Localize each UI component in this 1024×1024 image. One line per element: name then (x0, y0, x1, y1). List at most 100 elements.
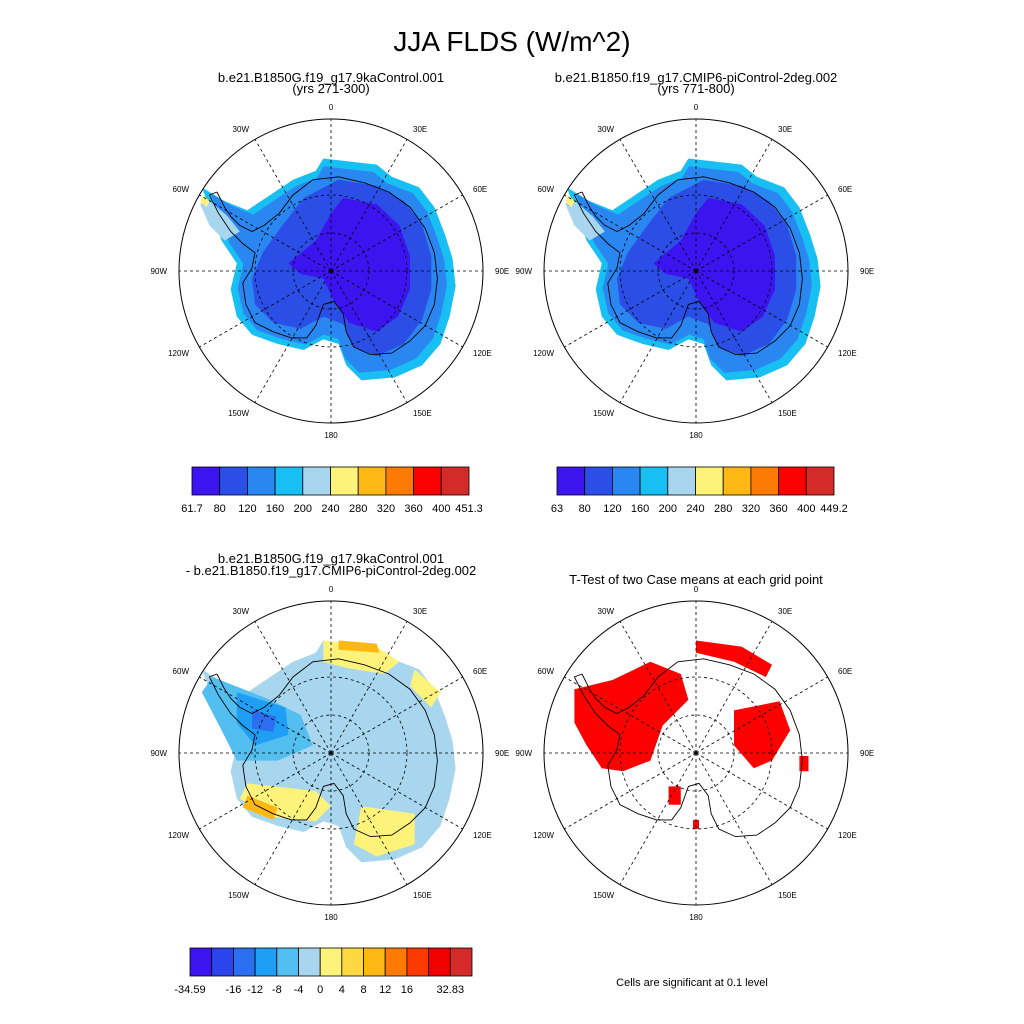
lon-label: 90W (516, 267, 533, 276)
colorbar-tick-label: 12 (379, 984, 391, 996)
meridian-line (695, 676, 828, 754)
diff-band-pos2 (338, 640, 380, 653)
lon-label: 150W (228, 409, 249, 418)
meridian-line (330, 139, 408, 272)
significant-region (574, 661, 689, 772)
latitude-circle (619, 676, 773, 830)
colorbar-tick-label: 280 (714, 503, 732, 515)
meridian-line (330, 270, 408, 403)
meridian-line (254, 270, 332, 403)
panel-titles: b.e21.B1850G.f19_g17.9kaControl.001 (yrs… (186, 70, 838, 587)
panel-case1-subtitle: (yrs 271-300) (292, 81, 369, 96)
lon-label: 150W (593, 409, 614, 418)
meridian-line (564, 194, 697, 272)
colorbar-swatch (191, 466, 221, 496)
footnote: Cells are significant at 0.1 level (616, 977, 768, 989)
coastline (208, 176, 438, 356)
colorbar-swatch (298, 947, 321, 977)
lon-label: 180 (689, 913, 703, 922)
colorbar-case1: 61.7 80 120 160 200 240 280 320 360 400 451.3 (181, 466, 483, 515)
colorbar-tick-label: 120 (238, 503, 256, 515)
colorbar-tick-label: 63 (551, 503, 563, 515)
lon-label: 60E (838, 185, 852, 194)
lon-label: 60W (173, 667, 190, 676)
colorbar-tick-label: 360 (404, 503, 422, 515)
lon-label: 150E (778, 891, 797, 900)
lon-label: 0 (694, 103, 699, 112)
colorbar-case2: 63 80 120 160 200 240 280 320 360 400 449.2 (551, 466, 848, 515)
meridian-line (254, 139, 332, 272)
colorbar-swatch (363, 947, 386, 977)
colorbar-tick-label: 8 (360, 984, 366, 996)
panel-case2-subtitle: (yrs 771-800) (657, 81, 734, 96)
field-band-min (653, 198, 775, 332)
colorbar-tick-label: 32.83 (437, 984, 465, 996)
lon-label: 30W (598, 125, 615, 134)
meridian-line (254, 621, 332, 754)
lon-label: 120W (168, 349, 189, 358)
colorbar-swatch (428, 947, 451, 977)
colorbar-tick-label: 0 (317, 984, 323, 996)
colorbar-swatch (357, 466, 387, 496)
colorbar-tick-label: 200 (659, 503, 677, 515)
panel-diff-title: b.e21.B1850G.f19_g17.9kaControl.001 (218, 551, 444, 566)
colorbar-swatch (805, 466, 835, 496)
colorbar-swatch (219, 466, 248, 496)
significant-region (668, 786, 681, 805)
significant-region (696, 640, 772, 677)
meridian-line (564, 270, 697, 348)
meridian-line (330, 752, 408, 885)
colorbar-tick-label: 16 (401, 984, 413, 996)
colorbar-tick-label: 4 (339, 984, 345, 996)
colorbar-swatch (254, 947, 278, 977)
lon-label: 120E (473, 349, 492, 358)
meridian-line (199, 270, 332, 348)
lon-label: 60W (538, 667, 555, 676)
meridian-line (199, 676, 332, 754)
meridian-line (199, 752, 332, 830)
meridian-line (619, 752, 697, 885)
lon-label: 120E (838, 349, 857, 358)
meridian-line (695, 752, 773, 885)
meridian-line (695, 752, 828, 830)
coastline (573, 176, 803, 356)
lon-label: 180 (324, 913, 338, 922)
colorbar-tick-label: 320 (742, 503, 760, 515)
lon-label: 150W (593, 891, 614, 900)
panel-diff-subtitle: - b.e21.B1850.f19_g17.CMIP6-piControl-2d… (186, 563, 477, 578)
lon-label: 90E (495, 267, 509, 276)
colorbar-tick-label: 320 (377, 503, 395, 515)
colorbar-swatch (319, 947, 343, 977)
colorbar-swatch (406, 947, 429, 977)
panel-case2-title: b.e21.B1850.f19_g17.CMIP6-piControl-2deg… (555, 70, 838, 85)
colorbar-swatch (211, 947, 234, 977)
colorbar-tick-label: -4 (294, 984, 304, 996)
lon-label: 30E (413, 125, 427, 134)
colorbar-tick-label: 160 (631, 503, 649, 515)
lon-label: 0 (329, 103, 334, 112)
meridian-line (199, 194, 332, 272)
field-band-240 (565, 195, 575, 208)
lon-label: 60E (838, 667, 852, 676)
lon-label: 180 (689, 431, 703, 440)
meridian-line (330, 676, 463, 754)
lon-label: 30E (413, 607, 427, 616)
lon-label: 60W (538, 185, 555, 194)
map-panel-case1: 0 30E 60E 90E 120E 150E 180 150W 120W 90W 60W 30W (151, 103, 510, 440)
meridian-line (564, 676, 697, 754)
colorbar-swatch (639, 466, 669, 496)
significant-region (693, 819, 699, 829)
map-panel-case2: 0 30E 60E 90E 120E 150E 180 150W 120W 90W 60W 30W (516, 103, 875, 440)
lon-label: 60W (173, 185, 190, 194)
latitude-circle (254, 676, 408, 830)
latitude-circle (254, 194, 408, 348)
colorbar-swatch (341, 947, 364, 977)
colorbar-swatch (384, 947, 408, 977)
lon-label: 90E (860, 267, 874, 276)
colorbar-tick-label: 61.7 (181, 503, 202, 515)
lon-label: 150E (413, 891, 432, 900)
meridian-line (619, 139, 697, 272)
panel-ttest-subtitle: T-Test of two Case means at each grid po… (569, 572, 823, 587)
colorbar-swatch (189, 947, 213, 977)
meridian-line (330, 270, 463, 348)
